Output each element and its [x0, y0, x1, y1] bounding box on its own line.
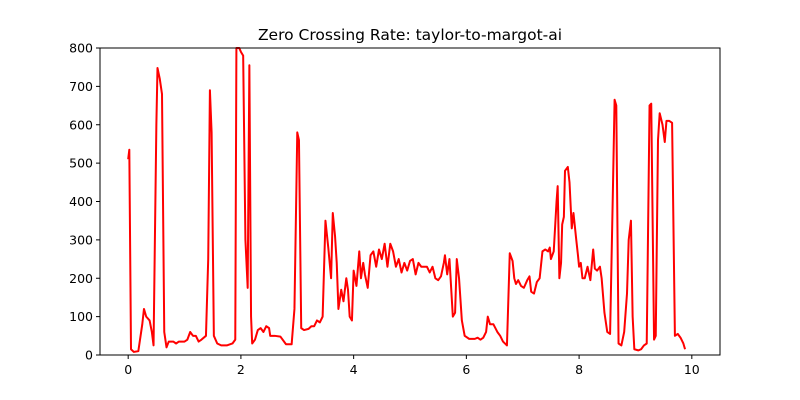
x-tick-label: 6 [462, 362, 470, 377]
y-tick-label: 400 [69, 194, 93, 209]
y-tick-label: 300 [69, 232, 93, 247]
y-tick-label: 800 [69, 41, 93, 56]
x-tick-label: 0 [124, 362, 132, 377]
x-tick-label: 10 [684, 362, 700, 377]
x-tick-label: 2 [237, 362, 245, 377]
x-tick-label: 8 [575, 362, 583, 377]
x-tick-label: 4 [350, 362, 358, 377]
y-tick-label: 0 [85, 348, 93, 363]
chart-title: Zero Crossing Rate: taylor-to-margot-ai [258, 26, 562, 44]
data-line [127, 47, 687, 353]
y-tick-label: 500 [69, 156, 93, 171]
y-tick-label: 700 [69, 79, 93, 94]
plot-frame [99, 47, 721, 356]
y-tick-label: 600 [69, 117, 93, 132]
y-tick-label: 100 [69, 309, 93, 324]
y-tick-label: 200 [69, 271, 93, 286]
